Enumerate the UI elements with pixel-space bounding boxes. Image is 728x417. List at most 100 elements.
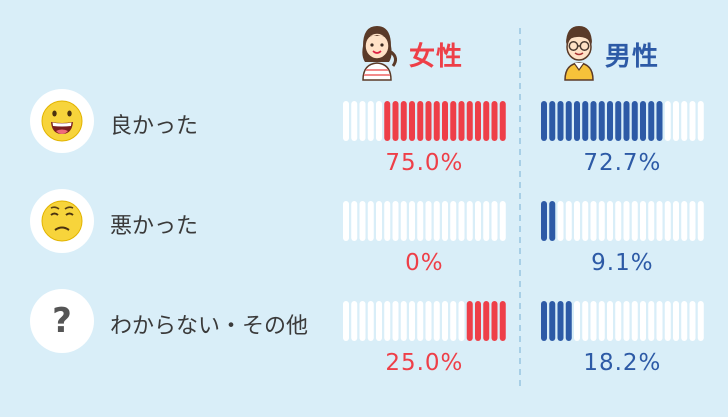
bar-tick: [574, 301, 580, 341]
bar-tick: [598, 201, 605, 241]
bar-tick: [425, 101, 432, 141]
bar-tick: [607, 201, 613, 241]
bar-tick: [582, 101, 589, 141]
bar-tick: [598, 101, 605, 141]
bar-tick: [417, 301, 424, 341]
bar-tick: [598, 301, 605, 341]
bar-good-male: [541, 101, 704, 141]
bar-tick: [499, 301, 506, 341]
bar-tick: [664, 301, 671, 341]
bar-tick: [673, 101, 679, 141]
bar-tick: [565, 301, 572, 341]
bar-tick: [409, 201, 415, 241]
female-header-label: 女性: [409, 42, 464, 72]
bar-tick: [557, 301, 564, 341]
bar-tick: [557, 201, 564, 241]
bar-tick: [697, 101, 704, 141]
bar-tick: [648, 201, 655, 241]
column-divider: [519, 28, 521, 388]
bar-tick: [664, 201, 671, 241]
value-label-good-female: 75.0%: [385, 150, 464, 176]
female-header: 女性: [355, 22, 475, 82]
bar-tick: [491, 201, 498, 241]
bar-tick: [483, 101, 490, 141]
bar-tick: [565, 201, 572, 241]
bar-tick: [697, 201, 704, 241]
bar-tick: [689, 201, 696, 241]
bar-tick: [392, 201, 399, 241]
bar-tick: [343, 101, 349, 141]
bar-tick: [631, 201, 638, 241]
bar-tick: [425, 301, 432, 341]
bar-tick: [623, 201, 630, 241]
value-label-bad-male: 9.1%: [591, 250, 654, 276]
bar-tick: [425, 201, 432, 241]
bar-tick: [681, 301, 688, 341]
row-icon-good: [30, 89, 94, 153]
bar-tick: [450, 301, 457, 341]
bar-tick: [656, 201, 663, 241]
bar-tick: [656, 301, 663, 341]
bar-tick: [433, 201, 440, 241]
bar-tick: [466, 101, 473, 141]
bar-tick: [384, 201, 391, 241]
bar-tick: [656, 101, 663, 141]
bar-tick: [409, 301, 415, 341]
bar-tick: [450, 201, 457, 241]
bar-tick: [623, 301, 630, 341]
bar-tick: [417, 201, 424, 241]
bar-tick: [475, 201, 481, 241]
male-header-label: 男性: [605, 42, 660, 72]
row-icon-other: ?: [30, 289, 94, 353]
bar-bad-male: [541, 201, 704, 241]
bar-tick: [376, 201, 382, 241]
bar-tick: [458, 201, 465, 241]
bar-tick: [640, 301, 646, 341]
bar-tick: [541, 101, 547, 141]
bar-tick: [607, 101, 613, 141]
bar-tick: [433, 301, 440, 341]
bar-tick: [499, 101, 506, 141]
value-label-other-female: 25.0%: [385, 350, 464, 376]
bar-tick: [697, 301, 704, 341]
bar-tick: [631, 301, 638, 341]
bar-tick: [376, 301, 382, 341]
question-mark-icon: ?: [52, 301, 72, 341]
bar-tick: [590, 101, 597, 141]
bar-tick: [590, 201, 597, 241]
bar-tick: [367, 201, 374, 241]
bar-tick: [409, 101, 415, 141]
bar-tick: [541, 201, 547, 241]
value-label-good-male: 72.7%: [583, 150, 662, 176]
bar-tick: [689, 101, 696, 141]
bar-tick: [574, 101, 580, 141]
bar-tick: [607, 301, 613, 341]
bar-tick: [392, 101, 399, 141]
bar-tick: [664, 101, 671, 141]
bar-tick: [549, 201, 556, 241]
bar-tick: [590, 301, 597, 341]
bar-tick: [681, 101, 688, 141]
bar-tick: [359, 301, 366, 341]
bar-tick: [499, 201, 506, 241]
row-label-other: わからない・その他: [110, 314, 309, 339]
value-label-other-male: 18.2%: [583, 350, 662, 376]
bar-tick: [541, 301, 547, 341]
bar-tick: [673, 201, 679, 241]
bar-tick: [392, 301, 399, 341]
bar-tick: [549, 101, 556, 141]
bar-tick: [400, 101, 407, 141]
bar-tick: [442, 201, 448, 241]
bar-tick: [458, 301, 465, 341]
bar-tick: [450, 101, 457, 141]
bar-tick: [359, 201, 366, 241]
male-header: 男性: [557, 22, 677, 82]
bar-tick: [442, 301, 448, 341]
bar-bad-female: [343, 201, 506, 241]
bar-tick: [351, 201, 358, 241]
row-label-good: 良かった: [110, 114, 199, 139]
bar-tick: [491, 301, 498, 341]
bar-tick: [475, 301, 481, 341]
bar-tick: [549, 301, 556, 341]
